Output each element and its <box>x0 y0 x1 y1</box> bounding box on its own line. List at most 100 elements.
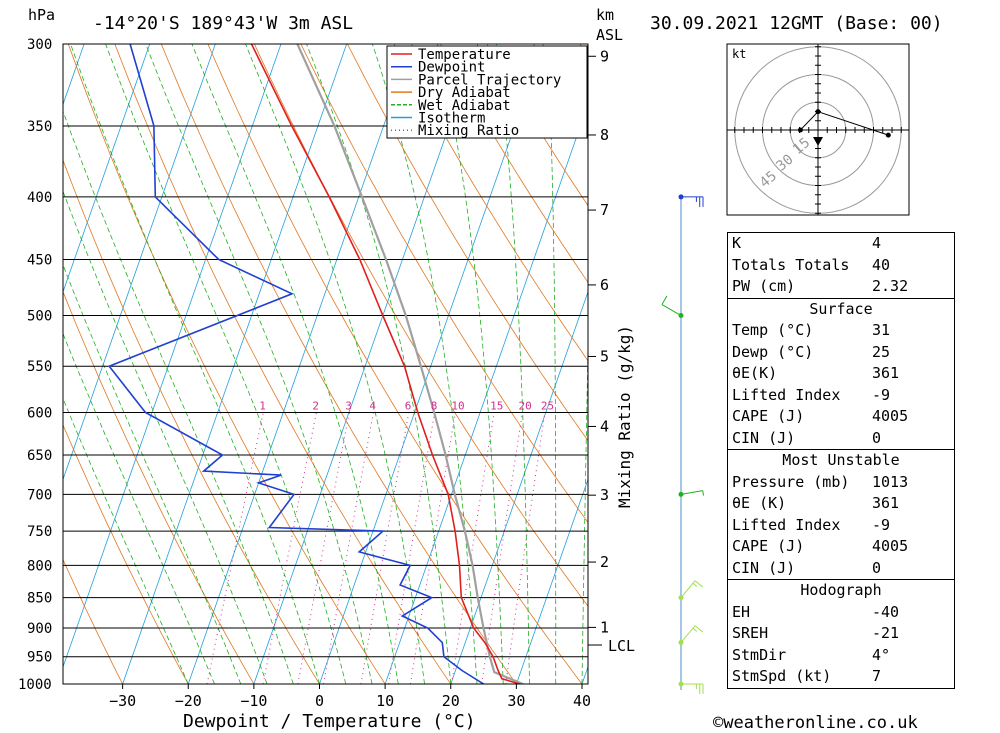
surface-row: Temp (°C) 31 <box>732 321 891 339</box>
dry-adiabat-line <box>207 44 583 684</box>
hodograph-point <box>885 132 891 138</box>
wet-adiabat-line <box>245 44 425 684</box>
mixing-ratio-line <box>206 412 264 684</box>
pressure-tick-label: 650 <box>27 448 52 464</box>
x-tick-label: 30 <box>507 692 525 710</box>
mixing-ratio-label: 6 <box>405 400 412 413</box>
hodograph-row: SREH -21 <box>732 624 900 642</box>
wind-barb-flag <box>694 580 704 588</box>
dry-adiabat-line <box>300 44 588 524</box>
pressure-tick-label: 850 <box>27 591 52 607</box>
pressure-tick-label: 500 <box>27 309 52 325</box>
hodograph-title: Hodograph <box>800 581 882 599</box>
pressure-tick-label: 950 <box>27 650 52 666</box>
wet-adiabat-line <box>70 44 320 684</box>
height-tick-label: 3 <box>600 486 609 504</box>
x-tick-label: 0 <box>315 692 324 710</box>
hodograph-point <box>815 109 821 115</box>
x-tick-label: 10 <box>376 692 394 710</box>
most-unstable-row: Lifted Index -9 <box>732 515 891 534</box>
height-tick-label: 8 <box>600 126 609 144</box>
mixing-ratio-line <box>323 412 374 684</box>
pressure-tick-label: 300 <box>27 37 52 53</box>
mixing-ratio-label: 3 <box>345 400 352 413</box>
mixing-ratio-line <box>297 412 350 684</box>
temperature-profile <box>250 44 520 684</box>
asl-label: ASL <box>596 26 623 44</box>
isotherm-line <box>384 103 588 684</box>
height-tick-label: 4 <box>600 417 609 435</box>
pressure-tick-label: 1000 <box>18 677 52 693</box>
mixing-ratio-label: 25 <box>541 400 554 413</box>
hodograph-section: Hodograph EH -40 SREH -21 StmDir 4° StmSpd … <box>727 579 955 689</box>
dewpoint-profile <box>107 44 485 684</box>
dry-adiabat-line <box>952 44 1000 684</box>
height-tick-label: 9 <box>600 47 609 65</box>
hodograph-row: EH -40 <box>732 602 900 621</box>
dry-adiabat-line <box>347 44 588 442</box>
pressure-tick-label: 550 <box>27 359 52 375</box>
most-unstable-row: CIN (J) 0 <box>732 558 882 577</box>
plot-frame <box>62 43 589 685</box>
height-tick-label: 5 <box>600 347 609 365</box>
surface-row: Dewp (°C) 25 <box>732 342 891 361</box>
x-tick-label: −30 <box>109 692 136 710</box>
mixing-ratio-label: 2 <box>312 400 319 413</box>
wind-barb-staff <box>680 490 703 495</box>
index-row-pw: PW (cm) 2.32 <box>732 277 909 295</box>
mixing-ratio-line <box>262 412 317 684</box>
isotherm-line <box>515 478 588 684</box>
isotherm-line <box>63 44 151 294</box>
isotherm-line <box>450 290 588 684</box>
isotherm-line <box>253 44 479 684</box>
height-tick-label: 7 <box>600 201 609 219</box>
location-title: -14°20'S 189°43'W 3m ASL <box>93 13 353 34</box>
legend-label: Wet Adiabat <box>418 98 511 114</box>
storm-motion-icon <box>813 137 823 146</box>
wet-adiabat-line <box>496 44 530 684</box>
hodograph-row: StmSpd (kt) 7 <box>732 667 882 685</box>
parcel-trajectory <box>296 44 524 684</box>
wind-barb-flag <box>692 627 698 632</box>
isotherm-line <box>319 44 544 684</box>
wet-adiabat-line <box>63 110 294 684</box>
wind-barb-flag <box>694 625 704 633</box>
pressure-tick-label: 900 <box>27 621 52 637</box>
mixing-ratio-line <box>388 412 436 684</box>
wind-profile <box>661 194 705 694</box>
hpa-label: hPa <box>28 6 55 24</box>
legend-label: Mixing Ratio <box>418 123 519 139</box>
legend-label: Isotherm <box>418 111 485 127</box>
height-tick-label: 1 <box>600 618 609 636</box>
height-tick-label: 6 <box>600 276 609 294</box>
pressure-tick-label: 350 <box>27 119 52 135</box>
surface-section: Surface Temp (°C) 31 Dewp (°C) 25 θE(K) 361… <box>727 297 955 450</box>
mixing-ratio-label: 8 <box>431 400 438 413</box>
datetime-title: 30.09.2021 12GMT (Base: 00) <box>650 13 943 34</box>
wet-adiabat-line <box>581 326 588 684</box>
wet-adiabat-line <box>191 44 399 684</box>
mixing-ratio-axis-label: Mixing Ratio (g/kg) <box>615 325 634 508</box>
isotherm-line <box>122 44 348 684</box>
hodograph-unit: kt <box>732 47 746 61</box>
most-unstable-title: Most Unstable <box>782 451 900 469</box>
x-tick-label: 40 <box>573 692 591 710</box>
x-tick-label: −10 <box>240 692 267 710</box>
mixing-ratio-label: 4 <box>369 400 376 413</box>
pressure-tick-label: 800 <box>27 558 52 574</box>
legend-label: Dewpoint <box>418 60 485 76</box>
mixing-ratio-label: 20 <box>519 400 532 413</box>
lcl-label: LCL <box>608 637 635 655</box>
dry-adiabat-line <box>393 44 588 362</box>
pressure-tick-label: 450 <box>27 253 52 269</box>
hodograph-row: StmDir 4° <box>732 645 891 664</box>
mixing-ratio-label: 1 <box>259 400 266 413</box>
pressure-tick-label: 400 <box>27 190 52 206</box>
dry-adiabat-line <box>440 44 588 284</box>
most-unstable-row: θE (K) 361 <box>732 494 900 512</box>
isotherm-line <box>0 44 19 684</box>
